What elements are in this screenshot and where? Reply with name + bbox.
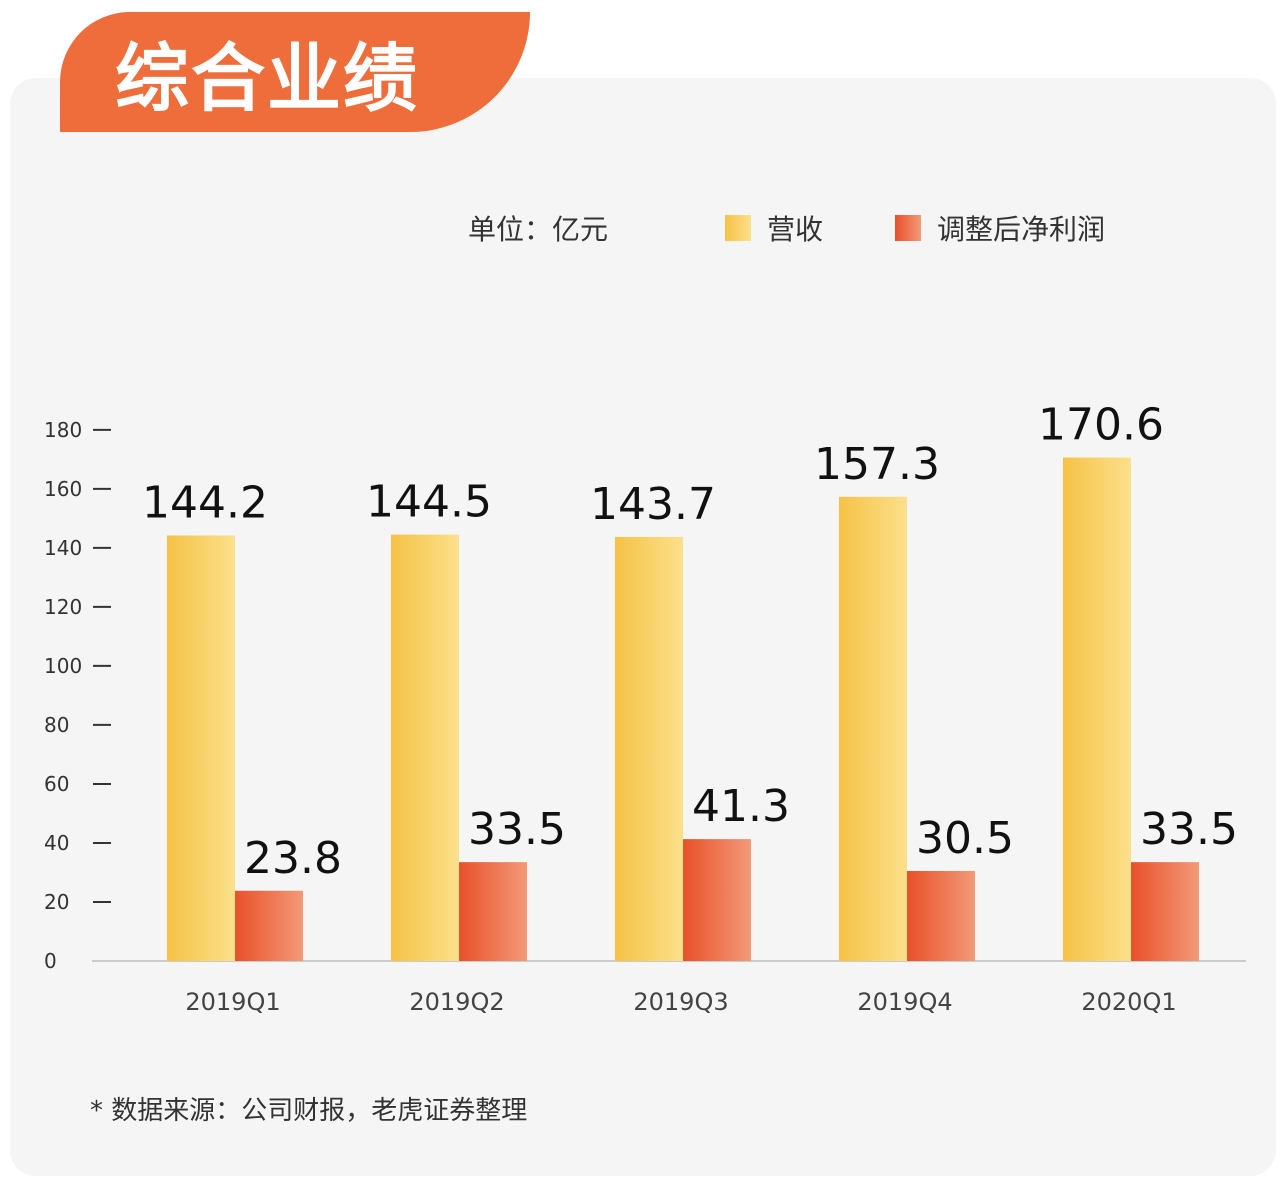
y-tick-label: 80 [44, 713, 69, 737]
bars-layer [167, 457, 1199, 961]
x-tick-label: 2019Q3 [633, 988, 728, 1016]
bar-revenue [1063, 457, 1131, 961]
x-tick-label: 2020Q1 [1081, 988, 1176, 1016]
title-banner: 综合业绩 [60, 12, 530, 132]
data-label-revenue: 144.2 [142, 477, 268, 528]
data-label-revenue: 157.3 [814, 439, 940, 490]
legend-item-profit: 调整后净利润 [895, 208, 1105, 248]
data-label-profit: 23.8 [244, 833, 342, 884]
data-label-revenue: 143.7 [590, 479, 716, 530]
bar-revenue [167, 535, 235, 961]
y-tick-label: 0 [44, 949, 57, 973]
legend-label-revenue: 营收 [767, 213, 824, 246]
bar-profit [907, 870, 975, 961]
y-tick-label: 180 [44, 418, 82, 442]
source-footnote: * 数据来源：公司财报，老虎证券整理 [90, 1096, 528, 1126]
data-label-profit: 30.5 [916, 813, 1014, 864]
bar-profit [459, 862, 527, 961]
legend-item-revenue: 营收 [725, 208, 823, 248]
data-label-profit: 33.5 [1140, 804, 1238, 855]
legend-swatch-revenue [725, 215, 751, 241]
data-label-profit: 41.3 [692, 781, 790, 832]
chart-legend: 单位：亿元 营收 调整后净利润 [0, 200, 1286, 250]
data-label-revenue: 170.6 [1038, 400, 1164, 451]
legend-swatch-profit [895, 215, 921, 241]
data-label-revenue: 144.5 [366, 477, 492, 528]
x-tick-label: 2019Q1 [185, 988, 280, 1016]
y-tick-label: 20 [44, 890, 69, 914]
y-tick-label: 60 [44, 772, 69, 796]
unit-label: 单位：亿元 [468, 213, 609, 246]
y-tick-label: 140 [44, 536, 82, 560]
page-title: 综合业绩 [115, 35, 419, 122]
bar-revenue [615, 536, 683, 961]
bar-revenue [839, 496, 907, 961]
y-tick-label: 160 [44, 477, 82, 501]
legend-label-profit: 调整后净利润 [937, 213, 1106, 246]
labels-layer: 144.2 23.8 2019Q1 144.5 33.5 2019Q2 143.7 41.3 2… [142, 400, 1238, 1016]
y-tick-label: 120 [44, 595, 82, 619]
y-tick-label: 100 [44, 654, 82, 678]
bar-profit [683, 839, 751, 961]
bar-profit [1131, 862, 1199, 961]
y-tick-label: 40 [44, 831, 69, 855]
bar-revenue [391, 534, 459, 961]
bar-profit [235, 890, 303, 961]
x-tick-label: 2019Q2 [409, 988, 504, 1016]
x-tick-label: 2019Q4 [857, 988, 952, 1016]
data-label-profit: 33.5 [468, 804, 566, 855]
